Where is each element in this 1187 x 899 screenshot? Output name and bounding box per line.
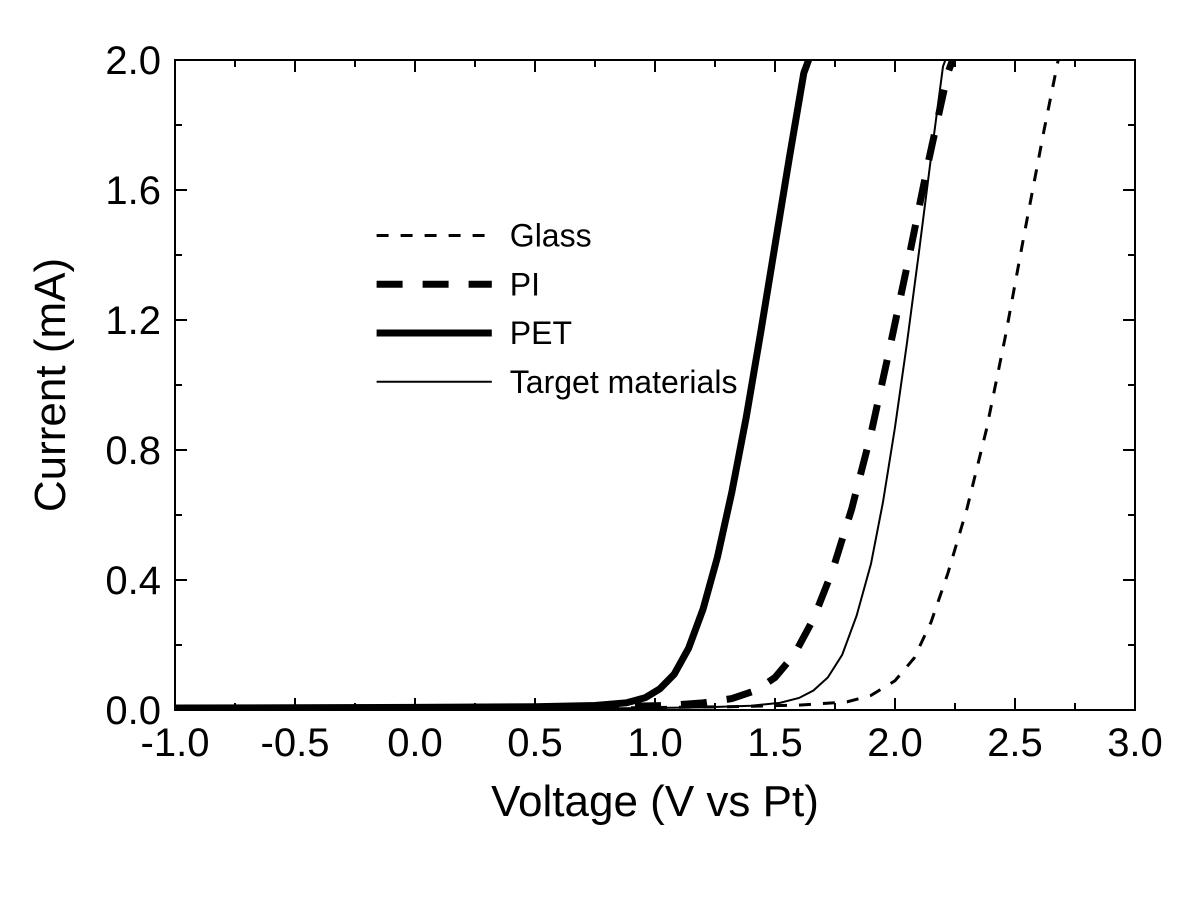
y-tick-label: 2.0 (105, 39, 161, 83)
y-tick-label: 1.6 (105, 169, 161, 213)
x-tick-label: 2.5 (987, 721, 1043, 765)
chart-svg: -1.0-0.50.00.51.01.52.02.53.00.00.40.81.… (0, 0, 1187, 899)
x-axis-label: Voltage (V vs Pt) (491, 777, 819, 826)
iv-curve-chart: -1.0-0.50.00.51.01.52.02.53.00.00.40.81.… (0, 0, 1187, 899)
x-tick-label: -0.5 (261, 721, 330, 765)
x-tick-label: 0.0 (387, 721, 443, 765)
y-tick-label: 0.0 (105, 689, 161, 733)
x-tick-label: 1.5 (747, 721, 803, 765)
legend-label-target: Target materials (510, 364, 738, 400)
x-tick-label: 0.5 (507, 721, 563, 765)
y-tick-label: 0.4 (105, 559, 161, 603)
y-tick-label: 1.2 (105, 299, 161, 343)
y-tick-label: 0.8 (105, 429, 161, 473)
y-axis-label: Current (mA) (26, 258, 75, 512)
legend-label-pi: PI (510, 266, 540, 302)
x-tick-label: 2.0 (867, 721, 923, 765)
x-tick-label: 3.0 (1107, 721, 1163, 765)
x-tick-label: 1.0 (627, 721, 683, 765)
legend-label-pet: PET (510, 315, 572, 351)
legend-label-glass: Glass (510, 218, 592, 254)
